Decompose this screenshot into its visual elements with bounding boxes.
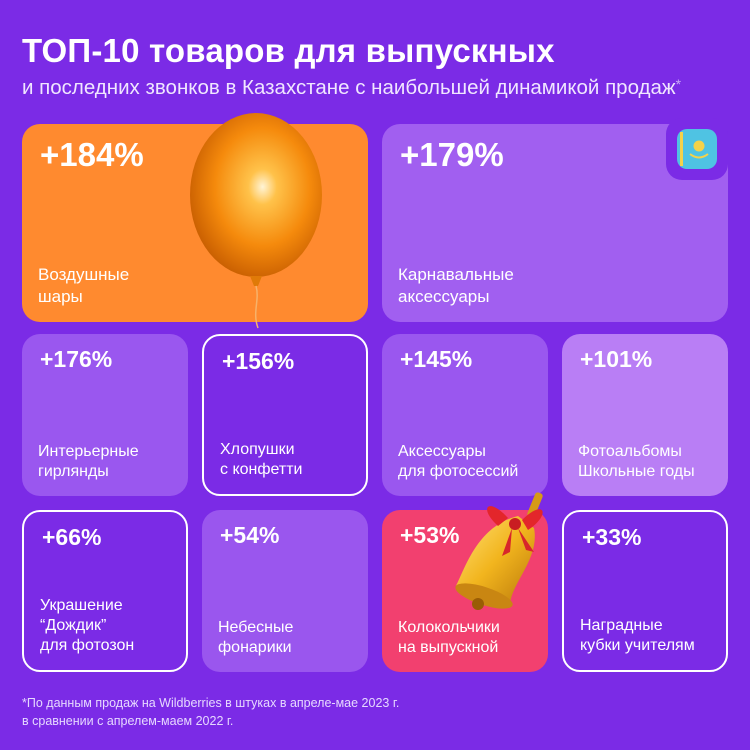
card-label: Аксессуары для фотосессий bbox=[398, 443, 519, 480]
card-label: Небесные фонарики bbox=[218, 619, 294, 656]
page-title: ТОП-10 товаров для выпускных bbox=[22, 32, 555, 69]
card-value: +179% bbox=[400, 136, 504, 173]
card-label: Фотоальбомы Школьные годы bbox=[578, 443, 695, 480]
flag-badge bbox=[666, 118, 728, 180]
bell-icon bbox=[455, 492, 543, 610]
page-subtitle: и последних звонков в Казахстане с наибо… bbox=[22, 76, 681, 100]
card-value: +184% bbox=[40, 136, 144, 173]
card-label: Украшение “Дождик” для фотозон bbox=[40, 597, 135, 654]
card-value: +66% bbox=[42, 524, 102, 550]
subtitle-text: и последних звонков в Казахстане с наибо… bbox=[22, 76, 676, 99]
card-rank-10: +33% Наградные кубки учителям bbox=[562, 510, 728, 672]
card-label: Воздушные шары bbox=[38, 265, 130, 306]
subtitle-footnote-mark: * bbox=[675, 76, 682, 92]
card-value: +176% bbox=[40, 346, 113, 372]
card-label: Хлопушки с конфетти bbox=[220, 441, 303, 478]
footnote: *По данным продаж на Wildberries в штука… bbox=[22, 696, 400, 728]
card-label: Колокольчики на выпускной bbox=[398, 619, 500, 656]
card-rank-8: +54% Небесные фонарики bbox=[202, 510, 368, 672]
card-rank-4: +156% Хлопушки с конфетти bbox=[202, 334, 368, 496]
card-label: Интерьерные гирлянды bbox=[38, 443, 139, 480]
card-value: +156% bbox=[222, 348, 295, 374]
card-rank-5: +145% Аксессуары для фотосессий bbox=[382, 334, 548, 496]
card-value: +54% bbox=[220, 522, 280, 548]
card-value: +145% bbox=[400, 346, 473, 372]
card-value: +33% bbox=[582, 524, 642, 550]
card-value: +101% bbox=[580, 346, 653, 372]
kazakhstan-flag-icon bbox=[677, 129, 717, 169]
card-value: +53% bbox=[400, 522, 460, 548]
card-rank-6: +101% Фотоальбомы Школьные годы bbox=[562, 334, 728, 496]
card-rank-3: +176% Интерьерные гирлянды bbox=[22, 334, 188, 496]
card-rank-7: +66% Украшение “Дождик” для фотозон bbox=[22, 510, 188, 672]
balloon-icon bbox=[190, 113, 322, 329]
card-label: Наградные кубки учителям bbox=[580, 617, 695, 654]
card-label: Карнавальные аксессуары bbox=[398, 265, 514, 306]
